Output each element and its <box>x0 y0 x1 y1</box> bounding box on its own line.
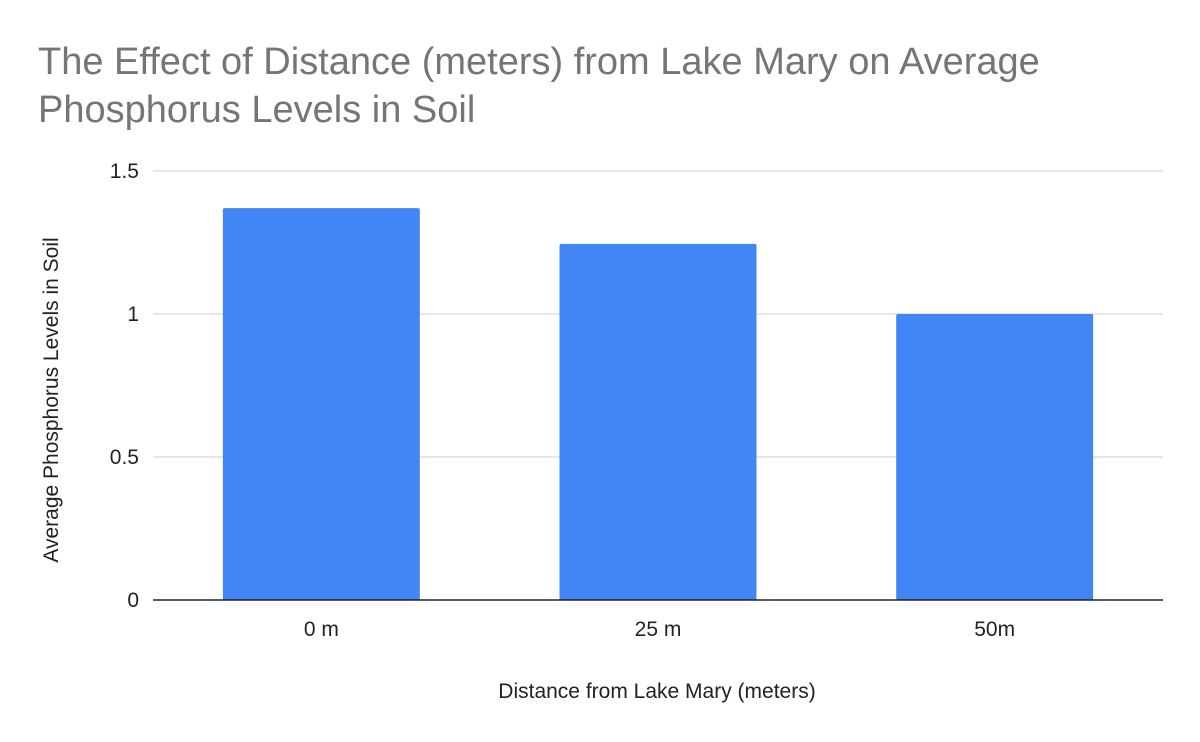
x-tick-label: 25 m <box>635 618 682 641</box>
y-axis-title: Average Phosphorus Levels in Soil <box>40 237 63 562</box>
bar <box>896 314 1094 600</box>
bars <box>222 208 1094 600</box>
y-tick-label: 1 <box>127 303 139 326</box>
x-tick-labels: 0 m 25 m 50m <box>304 618 1015 641</box>
bar <box>559 243 757 600</box>
x-tick-label: 50m <box>974 618 1015 641</box>
y-tick-label: 1.5 <box>110 160 139 183</box>
x-axis-title: Distance from Lake Mary (meters) <box>498 680 815 703</box>
chart-title: The Effect of Distance (meters) from Lak… <box>38 41 1040 131</box>
y-tick-label: 0.5 <box>110 446 139 469</box>
y-tick-label: 0 <box>127 589 139 612</box>
bar <box>222 208 420 600</box>
x-tick-label: 0 m <box>304 618 339 641</box>
y-tick-labels: 0 0.5 1 1.5 <box>110 160 139 612</box>
